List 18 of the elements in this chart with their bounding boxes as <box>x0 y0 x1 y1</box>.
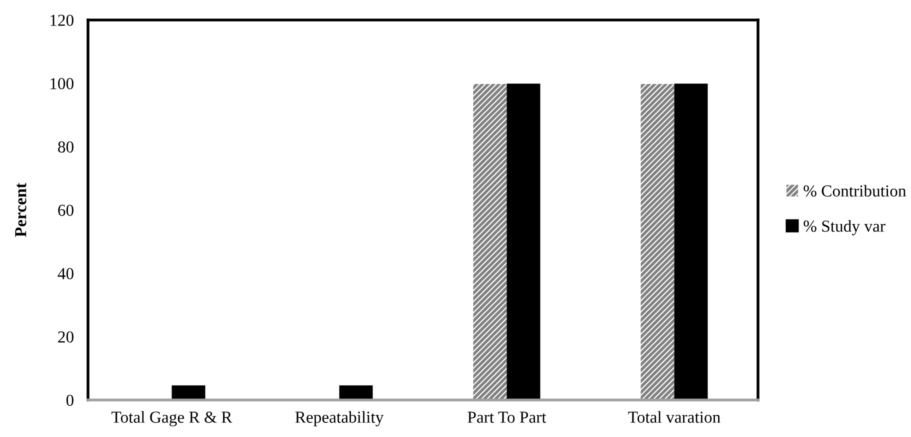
x-tick-label: Total varation <box>628 411 720 423</box>
y-axis-title: Percent <box>15 182 26 237</box>
bar <box>506 84 540 400</box>
y-tick-label: 60 <box>58 204 74 216</box>
y-tick-label: 20 <box>58 331 74 343</box>
bar <box>473 84 507 400</box>
x-tick-label: Total Gage R & R <box>112 411 232 426</box>
y-tick-label: 80 <box>58 141 74 153</box>
legend-label: % Study var <box>804 220 886 236</box>
bar <box>674 84 708 400</box>
y-tick-label: 120 <box>50 14 74 26</box>
y-tick-label: 100 <box>50 78 74 90</box>
x-tick-label: Repeatability <box>295 411 384 426</box>
y-tick-label: 40 <box>58 268 74 280</box>
x-tick-label: Part To Part <box>468 412 546 423</box>
legend-label: % Contribution <box>804 184 906 197</box>
y-tick-label: 0 <box>66 394 74 406</box>
bar <box>640 84 674 400</box>
